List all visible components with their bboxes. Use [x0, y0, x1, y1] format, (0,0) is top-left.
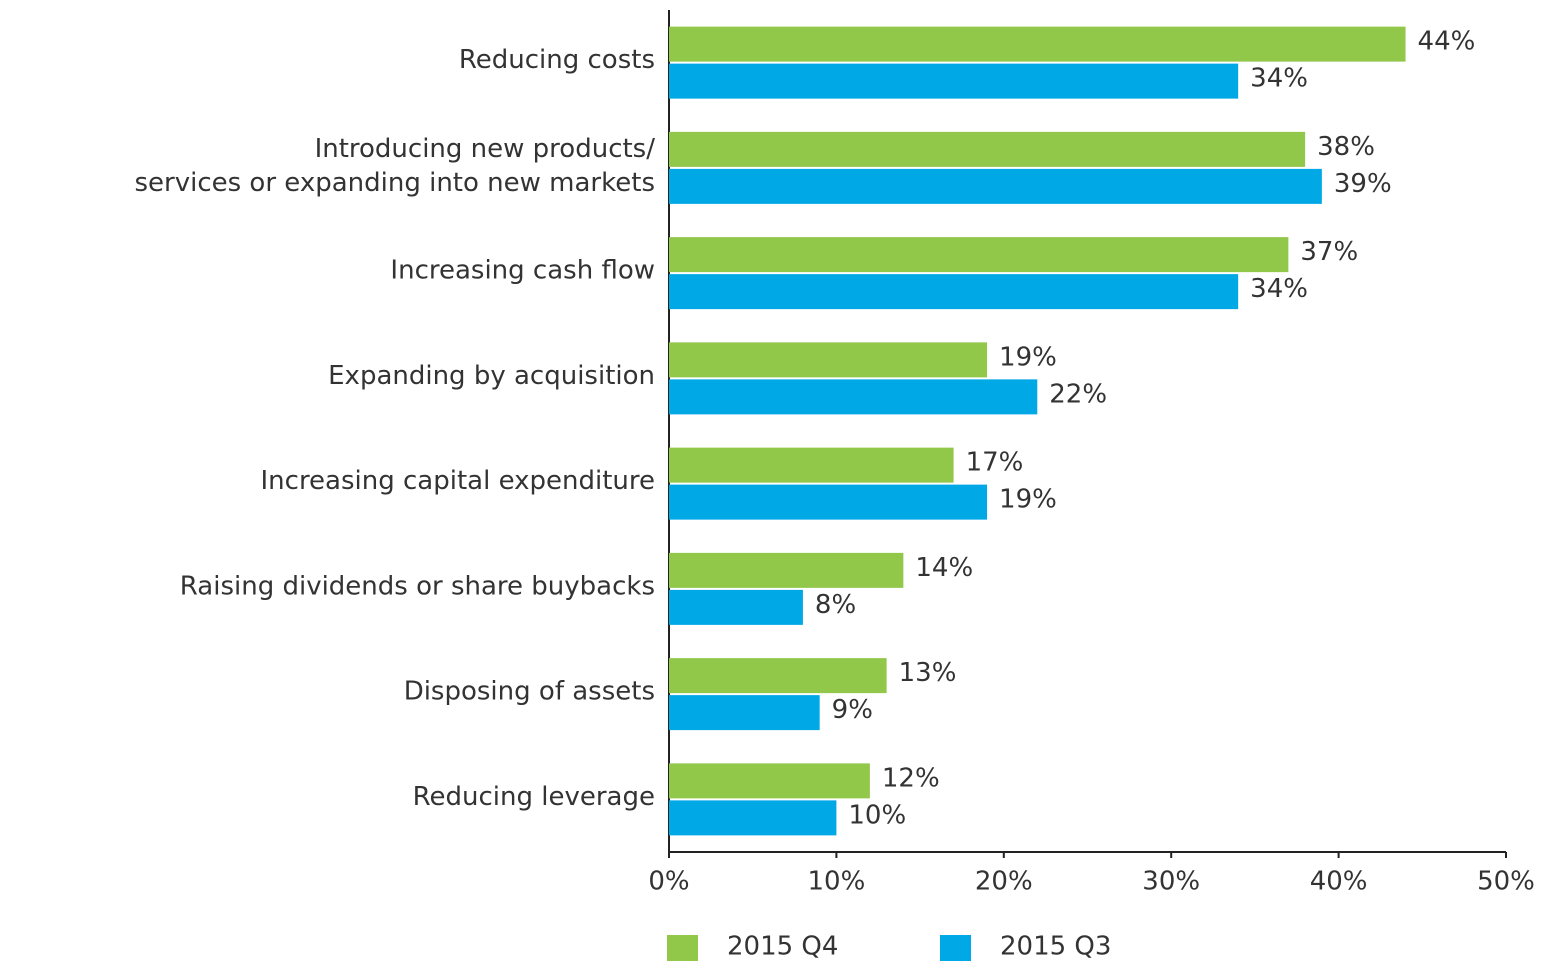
category-label: Disposing of assets — [404, 677, 655, 707]
value-label: 19% — [999, 342, 1057, 372]
value-label: 9% — [832, 695, 873, 725]
x-tick-label: 40% — [1310, 867, 1368, 897]
value-label: 8% — [815, 590, 856, 620]
bar — [669, 131, 1306, 167]
value-label: 19% — [999, 485, 1057, 515]
x-tick-label: 30% — [1142, 867, 1200, 897]
bar — [669, 26, 1406, 62]
value-label: 22% — [1049, 379, 1107, 409]
bar — [669, 484, 988, 520]
category-label: Reducing costs — [459, 45, 655, 75]
bar — [669, 274, 1239, 310]
category-label: Increasing capital expenditure — [261, 466, 656, 496]
bar — [669, 168, 1322, 204]
legend-swatch — [667, 935, 698, 961]
legend-label: 2015 Q4 — [727, 932, 838, 961]
value-label: 39% — [1334, 169, 1392, 199]
x-tick-label: 10% — [808, 867, 866, 897]
x-tick-label: 0% — [648, 867, 689, 897]
value-label: 17% — [966, 448, 1024, 478]
bar — [669, 658, 887, 694]
bar — [669, 237, 1289, 273]
category-label: Introducing new products/services or exp… — [134, 133, 655, 197]
value-label: 34% — [1250, 274, 1308, 304]
value-label: 14% — [915, 553, 973, 583]
value-label: 10% — [848, 800, 906, 830]
value-label: 34% — [1250, 64, 1308, 94]
value-label: 44% — [1418, 27, 1476, 57]
x-tick-label: 20% — [975, 867, 1033, 897]
bar — [669, 763, 870, 799]
value-label: 38% — [1317, 132, 1375, 162]
category-label: Raising dividends or share buybacks — [180, 571, 655, 601]
bar — [669, 589, 803, 625]
bar — [669, 342, 988, 378]
category-label: Reducing leverage — [413, 782, 655, 812]
value-label: 37% — [1300, 237, 1358, 267]
bar — [669, 552, 904, 588]
bar — [669, 800, 837, 836]
legend-label: 2015 Q3 — [1000, 932, 1111, 961]
x-tick-label: 50% — [1477, 867, 1535, 897]
bar — [669, 695, 820, 731]
value-label: 13% — [899, 658, 957, 688]
bar — [669, 63, 1239, 99]
category-label: Expanding by acquisition — [328, 361, 655, 391]
category-label: Increasing cash flow — [390, 256, 655, 286]
bar — [669, 379, 1038, 415]
value-label: 12% — [882, 763, 940, 793]
bar — [669, 447, 954, 483]
legend-swatch — [940, 935, 971, 961]
